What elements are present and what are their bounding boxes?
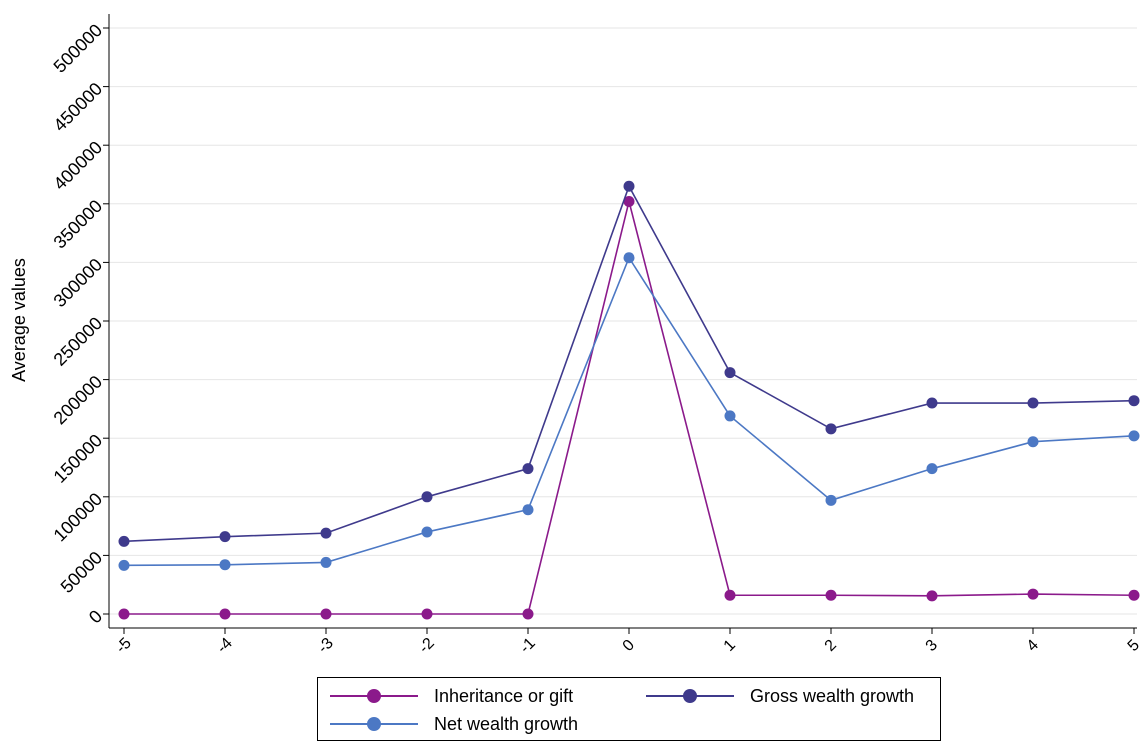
series-line-1: [123, 184, 1135, 543]
series-0-point: [1128, 589, 1140, 601]
series-2-point: [522, 504, 534, 516]
series-2-point: [926, 463, 938, 475]
series-1-point: [825, 423, 837, 435]
series-2-point: [421, 526, 433, 538]
x-axis-ticks: -5 -4 -3 -2 -1 0 1 2 3 4 5: [113, 628, 1140, 657]
x-tick-label: 2: [822, 637, 840, 655]
legend-marker-gross: [683, 689, 697, 703]
legend-marker-net: [367, 717, 381, 731]
series-1-point: [926, 397, 938, 409]
series-0-point: [219, 608, 231, 620]
y-tick-label: 200000: [50, 372, 107, 429]
legend-label-inheritance: Inheritance or gift: [434, 685, 574, 706]
y-tick-label: 500000: [50, 20, 107, 77]
series-0-point: [724, 589, 736, 601]
legend: Inheritance or gift Gross wealth growth …: [317, 677, 941, 741]
y-tick-label: 300000: [50, 254, 107, 311]
series-lines: [118, 180, 1140, 620]
x-tick-label: -3: [315, 635, 337, 657]
x-tick-label: 0: [620, 637, 638, 655]
legend-item-gross: Gross wealth growth: [646, 684, 914, 708]
legend-swatch-inheritance: [330, 684, 418, 708]
series-0-point: [320, 608, 332, 620]
y-axis-ticks: 0 500001000001500002000002500003000003500…: [50, 20, 109, 627]
series-2-point: [724, 410, 736, 422]
x-tick-label: 5: [1125, 637, 1140, 655]
series-1-point: [118, 535, 130, 547]
series-2-point: [825, 494, 837, 506]
x-tick-label: 3: [923, 637, 941, 655]
y-tick-label: 100000: [50, 489, 107, 546]
y-tick-label: 450000: [50, 79, 107, 136]
series-line-0: [124, 201, 1135, 615]
series-1-point: [320, 527, 332, 539]
x-tick-label: 1: [721, 637, 739, 655]
series-2-point: [219, 559, 231, 571]
legend-label-gross: Gross wealth growth: [750, 685, 915, 706]
series-line-2: [123, 255, 1135, 567]
series-1-point: [219, 531, 231, 543]
series-1-point: [623, 180, 635, 192]
y-tick-label: 350000: [50, 196, 107, 253]
series-0-point: [623, 195, 635, 207]
series-2-point: [623, 252, 635, 264]
series-0-point: [825, 589, 837, 601]
y-tick-label: 150000: [50, 430, 107, 487]
x-tick-label: -2: [416, 635, 438, 657]
x-tick-label: -5: [113, 635, 135, 657]
series-0-point: [118, 608, 130, 620]
series-0-point: [522, 608, 534, 620]
series-2-point: [1128, 430, 1140, 442]
y-tick-label: 50000: [57, 547, 107, 597]
series-0-point: [1027, 588, 1039, 600]
y-tick-label: 0: [85, 606, 106, 627]
series-0-point: [421, 608, 433, 620]
series-1-point: [1027, 397, 1039, 409]
legend-label-net: Net wealth growth: [434, 713, 579, 734]
series-1-point: [421, 491, 433, 503]
legend-item-inheritance: Inheritance or gift: [330, 684, 573, 708]
legend-swatch-net: [330, 712, 418, 736]
series-2-point: [1027, 436, 1039, 448]
series-1-point: [724, 367, 736, 379]
legend-item-net: Net wealth growth: [330, 712, 578, 736]
series-2-point: [118, 559, 130, 571]
series-1-point: [522, 463, 534, 475]
legend-swatch-gross: [646, 684, 734, 708]
x-tick-label: -1: [517, 635, 539, 657]
gridlines: [109, 27, 1137, 615]
series-0-point: [926, 590, 938, 602]
y-axis-label: Average values: [9, 258, 29, 382]
series-1-point: [1128, 395, 1140, 407]
legend-marker-inheritance: [367, 689, 381, 703]
x-tick-label: -4: [214, 635, 236, 657]
y-tick-label: 400000: [50, 137, 107, 194]
series-2-point: [320, 556, 332, 568]
y-tick-label: 250000: [50, 313, 107, 370]
x-tick-label: 4: [1024, 637, 1042, 655]
